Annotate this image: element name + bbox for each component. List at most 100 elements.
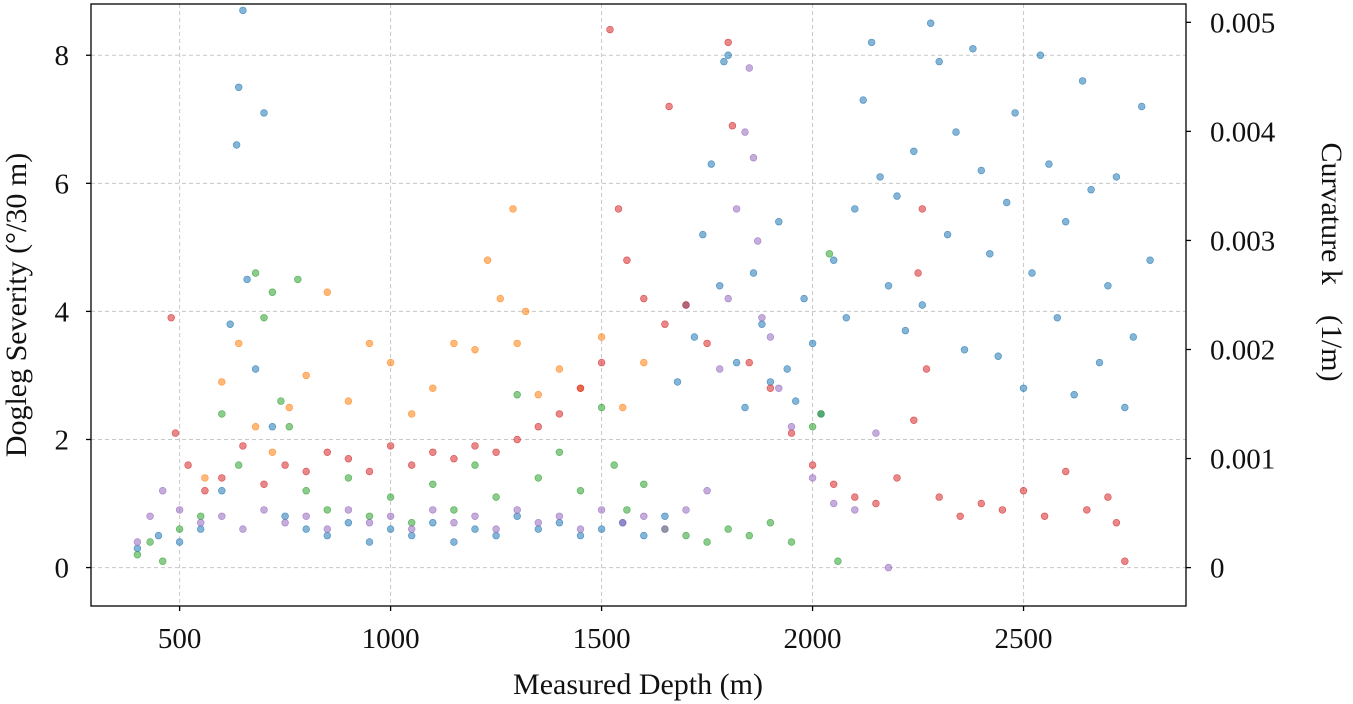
data-point-red bbox=[201, 487, 209, 495]
data-point-red bbox=[851, 493, 859, 501]
data-point-blue bbox=[910, 147, 918, 156]
data-point-purple bbox=[753, 237, 762, 245]
data-point-green bbox=[197, 512, 205, 520]
data-point-green bbox=[682, 531, 690, 540]
data-point-blue bbox=[732, 358, 741, 367]
y-axis-left-ticks: 0 2 4 6 8 bbox=[55, 40, 91, 585]
data-point-blue bbox=[1087, 186, 1095, 194]
data-point-orange bbox=[386, 358, 395, 367]
data-point-blue bbox=[935, 57, 943, 66]
data-point-blue bbox=[154, 531, 163, 540]
data-point-red bbox=[344, 455, 353, 463]
data-point-red bbox=[1104, 493, 1112, 501]
data-point-green bbox=[251, 269, 260, 277]
data-point-red bbox=[703, 339, 711, 348]
data-point-red bbox=[302, 467, 310, 476]
data-point-purple bbox=[787, 423, 796, 431]
data-point-orange bbox=[365, 339, 374, 348]
data-point-purple bbox=[851, 506, 859, 514]
data-point-red bbox=[492, 448, 500, 456]
data-point-red bbox=[450, 455, 458, 463]
data-point-purple bbox=[239, 525, 247, 533]
data-point-red bbox=[623, 256, 631, 264]
data-point-green bbox=[133, 551, 142, 559]
data-point-orange bbox=[640, 358, 648, 367]
data-point-purple bbox=[365, 518, 374, 527]
data-point-red bbox=[1121, 557, 1129, 565]
data-point-blue bbox=[1011, 109, 1019, 117]
x-tick-label: 1500 bbox=[573, 623, 631, 655]
data-point-green bbox=[268, 288, 277, 296]
data-point-green bbox=[817, 410, 825, 418]
data-point-blue bbox=[1112, 173, 1121, 181]
x-tick-label: 2500 bbox=[995, 623, 1053, 655]
data-point-orange bbox=[302, 371, 310, 380]
data-point-green bbox=[323, 506, 331, 514]
x-grid-lines bbox=[179, 4, 1025, 606]
data-point-red bbox=[167, 314, 175, 322]
data-point-blue bbox=[829, 256, 838, 264]
data-point-red bbox=[745, 358, 753, 367]
data-point-blue bbox=[365, 538, 374, 546]
data-point-green bbox=[834, 557, 842, 565]
data-point-green bbox=[724, 525, 732, 533]
data-point-red bbox=[513, 435, 521, 444]
data-point-green bbox=[429, 480, 437, 488]
data-point-blue bbox=[699, 230, 707, 239]
data-point-orange bbox=[496, 294, 504, 303]
data-point-green bbox=[825, 250, 834, 258]
data-point-blue bbox=[969, 45, 977, 53]
data-point-red bbox=[471, 442, 479, 450]
data-point-blue bbox=[1019, 384, 1028, 392]
y2-tick-label: 0.005 bbox=[1210, 7, 1275, 39]
data-point-blue bbox=[1104, 282, 1112, 290]
data-point-purple bbox=[260, 506, 268, 514]
data-point-orange bbox=[344, 397, 353, 405]
x-axis-label: Measured Depth (m) bbox=[513, 668, 763, 701]
data-point-purple bbox=[175, 506, 184, 514]
data-point-blue bbox=[952, 128, 960, 136]
data-point-purple bbox=[386, 512, 395, 520]
data-point-red bbox=[171, 429, 180, 437]
data-point-purple bbox=[703, 487, 711, 495]
data-point-blue bbox=[235, 83, 243, 92]
data-point-purple bbox=[429, 506, 437, 514]
data-point-blue bbox=[791, 397, 800, 405]
y-tick-label: 0 bbox=[55, 553, 70, 585]
data-point-green bbox=[146, 538, 154, 546]
data-point-orange bbox=[521, 307, 530, 316]
data-point-blue bbox=[1028, 269, 1036, 277]
data-point-purple bbox=[218, 512, 226, 520]
data-point-orange bbox=[597, 333, 606, 341]
data-point-green bbox=[471, 461, 479, 469]
data-point-red bbox=[555, 410, 564, 418]
data-point-blue bbox=[1095, 358, 1104, 367]
data-point-purple bbox=[640, 512, 648, 520]
data-point-purple bbox=[197, 518, 205, 527]
data-point-red bbox=[614, 205, 623, 213]
data-point-blue bbox=[715, 282, 724, 290]
y2-tick-label: 0.002 bbox=[1210, 334, 1275, 366]
data-point-green bbox=[534, 474, 542, 482]
data-point-purple bbox=[661, 525, 669, 533]
data-point-blue bbox=[842, 314, 850, 322]
data-point-red bbox=[365, 467, 374, 476]
data-point-purple bbox=[159, 487, 167, 495]
data-point-green bbox=[787, 538, 796, 546]
data-point-red bbox=[1112, 518, 1121, 527]
data-point-red bbox=[724, 38, 732, 47]
data-point-orange bbox=[251, 423, 260, 431]
data-point-purple bbox=[408, 525, 416, 533]
data-point-red bbox=[728, 121, 737, 130]
data-point-red bbox=[184, 461, 192, 469]
data-point-purple bbox=[534, 518, 542, 527]
x-axis-ticks: 500 1000 1500 2000 2500 bbox=[158, 606, 1053, 655]
data-point-red bbox=[576, 384, 585, 392]
data-point-purple bbox=[682, 506, 690, 514]
data-point-red bbox=[998, 506, 1007, 514]
data-point-red bbox=[1061, 467, 1070, 476]
data-point-orange bbox=[483, 256, 492, 264]
data-point-purple bbox=[344, 506, 353, 514]
data-point-orange bbox=[268, 448, 277, 456]
data-point-purple bbox=[323, 525, 331, 533]
